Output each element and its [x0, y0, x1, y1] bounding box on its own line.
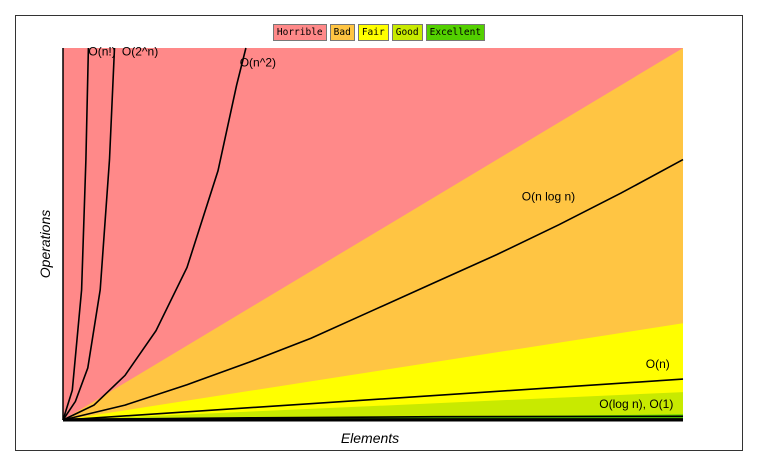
legend-item-excellent: Excellent	[425, 24, 486, 41]
curve-o-n	[62, 47, 90, 421]
region-good	[63, 392, 683, 420]
region-fair	[63, 323, 683, 420]
y-axis-title: Operations	[37, 210, 53, 278]
legend-item-fair: Fair	[357, 24, 389, 41]
curve-o-n	[62, 378, 684, 421]
curve-labels: O(n!) O(2^n) O(n^2) O(n log n) O(n) O(log n),…	[88, 44, 673, 411]
chart-legend: Horrible Bad Fair Good Excellent	[0, 24, 758, 41]
region-bad	[63, 48, 683, 420]
curve-o-n-2	[62, 47, 247, 421]
curve-o-n-log-n	[62, 158, 684, 421]
complexity-regions	[63, 48, 683, 420]
label-o-log-n-o-1: O(log n), O(1)	[599, 397, 673, 411]
label-o-n-log-n: O(n log n)	[522, 190, 575, 204]
label-o-n: O(n)	[646, 357, 670, 371]
label-o-n: O(n!)	[88, 44, 115, 58]
label-o-2-n: O(2^n)	[122, 44, 158, 58]
label-o-n-2: O(n^2)	[240, 56, 276, 70]
x-axis-title: Elements	[341, 430, 399, 446]
curve-o-2-n	[62, 47, 116, 421]
legend-item-good: Good	[391, 24, 423, 41]
legend-item-horrible: Horrible	[272, 24, 327, 41]
legend-item-bad: Bad	[329, 24, 355, 41]
